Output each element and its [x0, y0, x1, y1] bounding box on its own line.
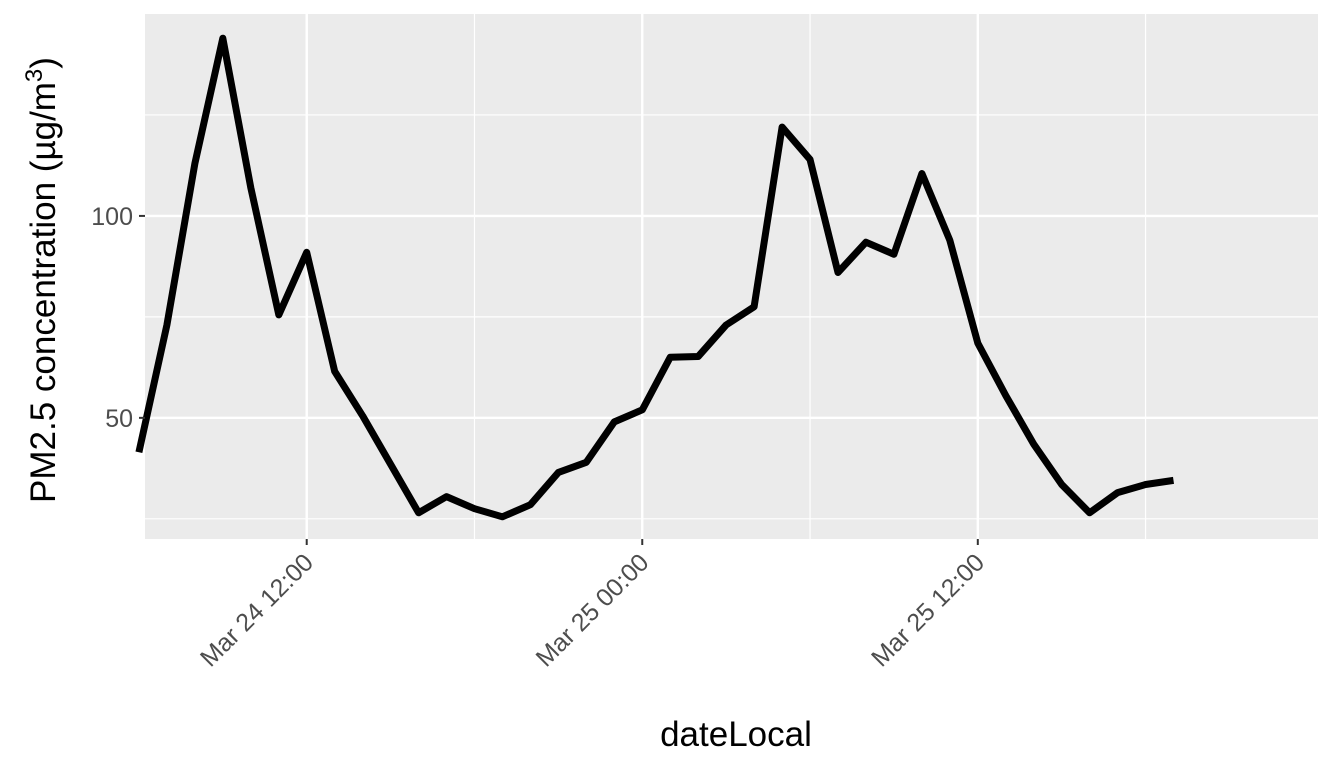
x-tick-label: Mar 24 12:00 — [195, 548, 319, 672]
minor-gridlines — [138, 14, 1318, 539]
series-line-pm25 — [135, 34, 1175, 521]
x-tick-label: Mar 25 00:00 — [531, 548, 655, 672]
plot-panel — [145, 14, 1318, 539]
y-axis-title-close: ) — [24, 57, 63, 69]
y-tick-label: 100 — [91, 203, 133, 231]
x-tick-label: Mar 25 12:00 — [866, 548, 990, 672]
y-axis-title: PM2.5 concentration (µg/m3) — [21, 57, 63, 503]
x-axis-title: dateLocal — [660, 715, 812, 754]
y-axis-ticks: 50 100 — [91, 203, 145, 433]
y-axis-title-main: PM2.5 concentration (µg/m — [24, 82, 63, 503]
series-points — [138, 38, 1174, 517]
major-gridlines — [145, 14, 1318, 539]
x-axis-ticks: Mar 24 12:00 Mar 25 00:00 Mar 25 12:00 — [195, 539, 990, 672]
y-tick-label: 50 — [105, 405, 133, 433]
y-axis-title-superscript: 3 — [21, 69, 48, 82]
